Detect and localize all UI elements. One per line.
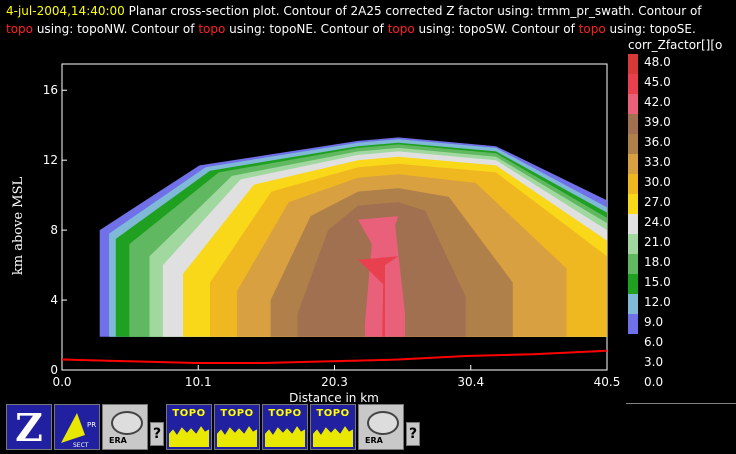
- toolbar: Z PR SECT ERA ? TOPO TOPO TOPO TOPO ERA …: [6, 404, 420, 452]
- colorbar-swatch: [628, 74, 638, 94]
- colorbar-label: 48.0: [644, 55, 671, 69]
- header-topo-1: topo: [6, 22, 34, 36]
- colorbar-swatch: [628, 254, 638, 274]
- era-sect-button[interactable]: ERA: [102, 404, 148, 450]
- header-topo-3: topo: [387, 22, 415, 36]
- colorbar-swatch: [628, 234, 638, 254]
- era-export-button[interactable]: ERA: [358, 404, 404, 450]
- colorbar-label: 15.0: [644, 275, 671, 289]
- y-axis-label: km above MSL: [11, 177, 26, 276]
- y-tick-label: 0: [50, 363, 58, 377]
- colorbar-swatch: [628, 134, 638, 154]
- header-topo-4: topo: [578, 22, 606, 36]
- x-axis-label: Distance in km: [289, 391, 379, 404]
- colorbar-label: 6.0: [644, 335, 663, 349]
- colorbar-swatch: [628, 94, 638, 114]
- y-tick-label: 12: [43, 153, 58, 167]
- colorbar-label: 21.0: [644, 235, 671, 249]
- contour-level-45: [358, 256, 399, 337]
- topo-label: TOPO: [172, 408, 206, 419]
- help-button-2[interactable]: ?: [406, 422, 420, 446]
- topo-nw-button[interactable]: TOPO: [166, 404, 212, 450]
- topo-label: TOPO: [316, 408, 350, 419]
- colorbar-swatches: [628, 54, 638, 334]
- topo-se-button[interactable]: TOPO: [310, 404, 356, 450]
- x-tick-label: 10.1: [185, 375, 212, 389]
- colorbar-label: 30.0: [644, 175, 671, 189]
- z-factor-button[interactable]: Z: [6, 404, 52, 450]
- svg-text:SECT: SECT: [73, 442, 89, 449]
- contour-field: [99, 137, 608, 337]
- x-tick-label: 20.3: [321, 375, 348, 389]
- header-text-4: using: topoSW. Contour of: [414, 22, 579, 36]
- colorbar-label: 12.0: [644, 295, 671, 309]
- x-tick-label: 0.0: [52, 375, 71, 389]
- x-tick-label: 30.4: [457, 375, 484, 389]
- topo-sw-button[interactable]: TOPO: [262, 404, 308, 450]
- pr-sect-button[interactable]: PR SECT: [54, 404, 100, 450]
- colorbar-label: 45.0: [644, 75, 671, 89]
- y-tick-label: 4: [50, 293, 58, 307]
- colorbar-swatch: [628, 214, 638, 234]
- header-text-3: using: topoNE. Contour of: [225, 22, 388, 36]
- era-drum-icon: [367, 411, 399, 435]
- colorbar-swatch: [628, 54, 638, 74]
- colorbar-label: 3.0: [644, 355, 663, 369]
- colorbar-labels: 48.0 45.0 42.0 39.0 36.0 33.0 30.0 27.0 24.0 21.0…: [644, 55, 671, 389]
- colorbar-label: 33.0: [644, 155, 671, 169]
- z-icon: Z: [15, 404, 43, 450]
- x-tick-label: 40.5: [594, 375, 621, 389]
- plot-timestamp: 4-jul-2004,14:40:00: [6, 4, 125, 18]
- colorbar-label: 39.0: [644, 115, 671, 129]
- plot-axes: 0.0 10.1 20.3 30.4 40.5 0 4 8 12 16: [43, 83, 621, 389]
- colorbar-swatch: [628, 174, 638, 194]
- topo-terrain-icon: [169, 426, 209, 447]
- pr-sect-icon: PR SECT: [61, 413, 96, 449]
- topo-label: TOPO: [220, 408, 254, 419]
- cross-section-plot: 0.0 10.1 20.3 30.4 40.5 0 4 8 12 16 Distance in k…: [11, 63, 621, 404]
- colorbar-swatch: [628, 274, 638, 294]
- era-label: ERA: [109, 436, 127, 445]
- topo-terrain-icon: [313, 426, 353, 447]
- colorbar-label: 9.0: [644, 315, 663, 329]
- era-label: ERA: [365, 436, 383, 445]
- colorbar-title: corr_Zfactor[][o: [628, 38, 722, 52]
- colorbar-label: 42.0: [644, 95, 671, 109]
- header-text-1: Planar cross-section plot. Contour of 2A…: [124, 4, 702, 18]
- header-topo-2: topo: [198, 22, 226, 36]
- colorbar-label: 27.0: [644, 195, 671, 209]
- colorbar-label: 24.0: [644, 215, 671, 229]
- topo-terrain-icon: [217, 426, 257, 447]
- svg-text:PR: PR: [87, 421, 96, 429]
- topo-label: TOPO: [268, 408, 302, 419]
- colorbar-label: 36.0: [644, 135, 671, 149]
- colorbar-swatch: [628, 114, 638, 134]
- colorbar-swatch: [628, 314, 638, 334]
- plot-header: 4-jul-2004,14:40:00 Planar cross-section…: [6, 2, 728, 38]
- colorbar-swatch: [628, 294, 638, 314]
- y-tick-label: 16: [43, 83, 58, 97]
- colorbar-swatch: [628, 154, 638, 174]
- topo-line: [61, 349, 608, 364]
- colorbar-label: 18.0: [644, 255, 671, 269]
- topo-ne-button[interactable]: TOPO: [214, 404, 260, 450]
- era-drum-icon: [111, 411, 143, 435]
- topo-terrain-icon: [265, 426, 305, 447]
- colorbar-swatch: [628, 194, 638, 214]
- colorbar-label: 0.0: [644, 375, 663, 389]
- help-button-1[interactable]: ?: [150, 422, 164, 446]
- colorbar: corr_Zfactor[][o 48.0 45.0 42.0 39.0 36.0 33.…: [626, 38, 736, 404]
- y-tick-label: 8: [50, 223, 58, 237]
- header-text-5: using: topoSE.: [605, 22, 696, 36]
- header-text-2: using: topoNW. Contour of: [33, 22, 199, 36]
